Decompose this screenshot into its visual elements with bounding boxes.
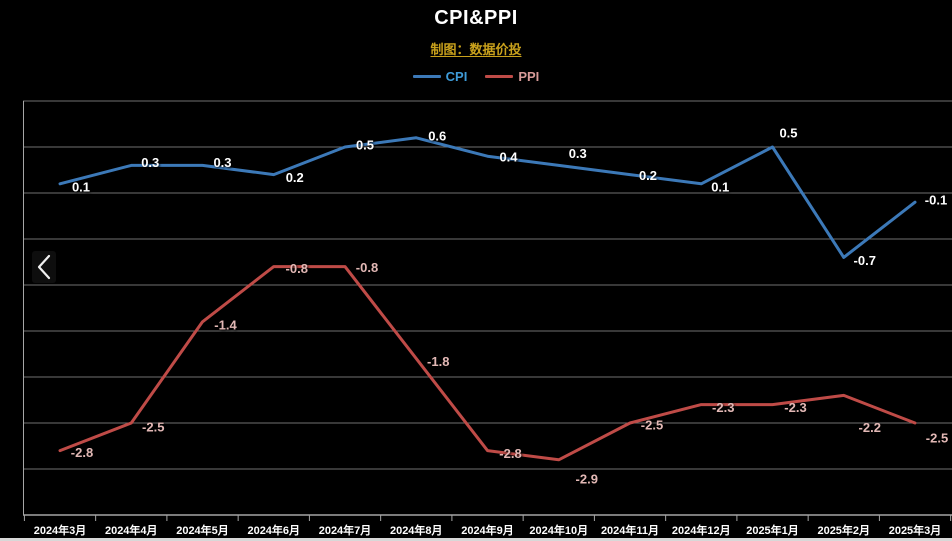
cpi-data-label: 0.5 [779,126,797,141]
x-tick-label: 2025年2月 [817,523,870,537]
ppi-data-label: -2.9 [576,471,598,486]
x-tick-label: 2024年10月 [529,523,588,537]
ppi-data-label: -2.8 [499,446,521,461]
x-tick-label: 2024年8月 [390,523,443,537]
cpi-data-label: 0.4 [499,150,518,165]
ppi-data-label: -2.5 [926,431,948,446]
x-tick-label: 2025年1月 [746,523,799,537]
cpi-data-label: 0.2 [639,168,657,183]
x-tick-label: 2024年3月 [34,523,87,537]
chart-title: CPI&PPI [434,7,518,29]
ppi-data-label: -2.2 [859,420,881,435]
ppi-line [58,265,917,462]
x-tick-label: 2024年7月 [319,523,372,537]
cpi-line-swatch-icon [412,74,441,78]
ppi-data-label: -2.5 [641,418,663,433]
ppi-data-label: -2.3 [784,400,806,415]
ppi-data-label: -0.8 [356,260,378,275]
x-tick-label: 2024年6月 [247,523,300,537]
cpi-data-label: 0.3 [141,155,159,170]
x-tick-label: 2024年11月 [601,523,659,537]
cpi-data-label: 0.2 [286,170,304,185]
ppi-line-swatch-icon [485,74,514,78]
cpi-data-label: -0.1 [925,193,947,208]
legend-item-cpi[interactable]: CPI [412,68,468,84]
cpi-data-label: 0.1 [711,179,729,194]
legend-label-ppi: PPI [518,68,540,84]
bottom-edge-strip [0,538,952,541]
legend-label-cpi: CPI [445,68,468,84]
x-tick-label: 2025年3月 [889,523,942,537]
cpi-data-label: 0.3 [569,146,587,161]
ppi-data-label: -0.8 [286,261,308,276]
legend-item-ppi[interactable]: PPI [485,69,539,84]
ppi-data-label: -1.4 [214,317,237,332]
ppi-data-label: -2.8 [71,445,93,460]
cpi-data-label: 0.5 [356,138,374,153]
cpi-line [58,136,917,259]
cpi-data-label: -0.7 [854,253,876,268]
x-tick-label: 2024年4月 [105,523,158,537]
cpi-data-label: 0.1 [72,179,90,194]
legend: CPI PPI [0,67,952,85]
cpi-data-label: 0.6 [428,128,446,143]
cpi-data-label: 0.3 [213,155,231,170]
ppi-data-label: -2.5 [142,420,164,435]
x-tick-label: 2024年5月 [176,523,229,537]
ppi-data-label: -1.8 [427,354,449,369]
x-tick-label: 2024年12月 [672,523,731,537]
ppi-data-label: -2.3 [712,400,734,415]
x-tick-label: 2024年9月 [461,523,514,537]
chevron-left-icon[interactable] [32,251,56,283]
chart-subtitle-credit: 制图：数据价投 [430,42,522,57]
